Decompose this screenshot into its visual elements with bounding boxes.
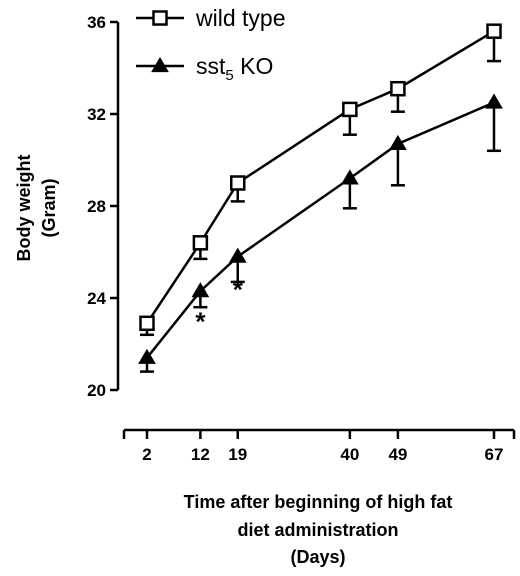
legend-label: wild type (195, 5, 285, 31)
x-axis-title-line: Time after beginning of high fat (184, 492, 453, 512)
data-point (191, 282, 210, 298)
y-tick-label: 32 (87, 105, 106, 124)
significance-marker: * (233, 275, 244, 305)
series-line (145, 30, 495, 324)
data-point (389, 134, 407, 150)
significance-marker: * (195, 307, 206, 337)
y-tick-label: 20 (87, 381, 106, 400)
series-sst5-ko (138, 93, 503, 373)
data-point (230, 175, 246, 191)
x-tick-label: 40 (340, 445, 359, 464)
data-point (192, 235, 209, 251)
x-tick-label: 12 (191, 445, 210, 464)
data-point (228, 247, 247, 263)
data-point (485, 93, 503, 109)
legend-label: sst5 KO (196, 53, 273, 84)
x-tick-label: 49 (388, 445, 407, 464)
y-axis-title-line: (Gram) (39, 178, 59, 237)
y-tick-label: 28 (87, 197, 106, 216)
y-axis-title-line: Body weight (14, 154, 34, 261)
data-point (340, 169, 359, 185)
x-tick-label: 67 (485, 445, 504, 464)
data-point (486, 23, 502, 39)
legend-marker (151, 57, 169, 73)
data-point (138, 348, 156, 364)
legend: wild type sst5 KO (136, 5, 285, 84)
legend-marker (152, 10, 168, 26)
data-point (139, 315, 155, 332)
y-tick-label: 24 (87, 289, 106, 308)
data-point (390, 80, 406, 97)
y-tick-label: 36 (87, 13, 106, 32)
x-axis-title-line: (Days) (290, 547, 345, 567)
x-tick-label: 19 (228, 445, 247, 464)
series-line (146, 101, 495, 359)
x-tick-label: 2 (142, 445, 151, 464)
series-wild-type (139, 23, 502, 337)
x-axis-title-line: diet administration (237, 520, 398, 540)
data-point (342, 101, 358, 118)
